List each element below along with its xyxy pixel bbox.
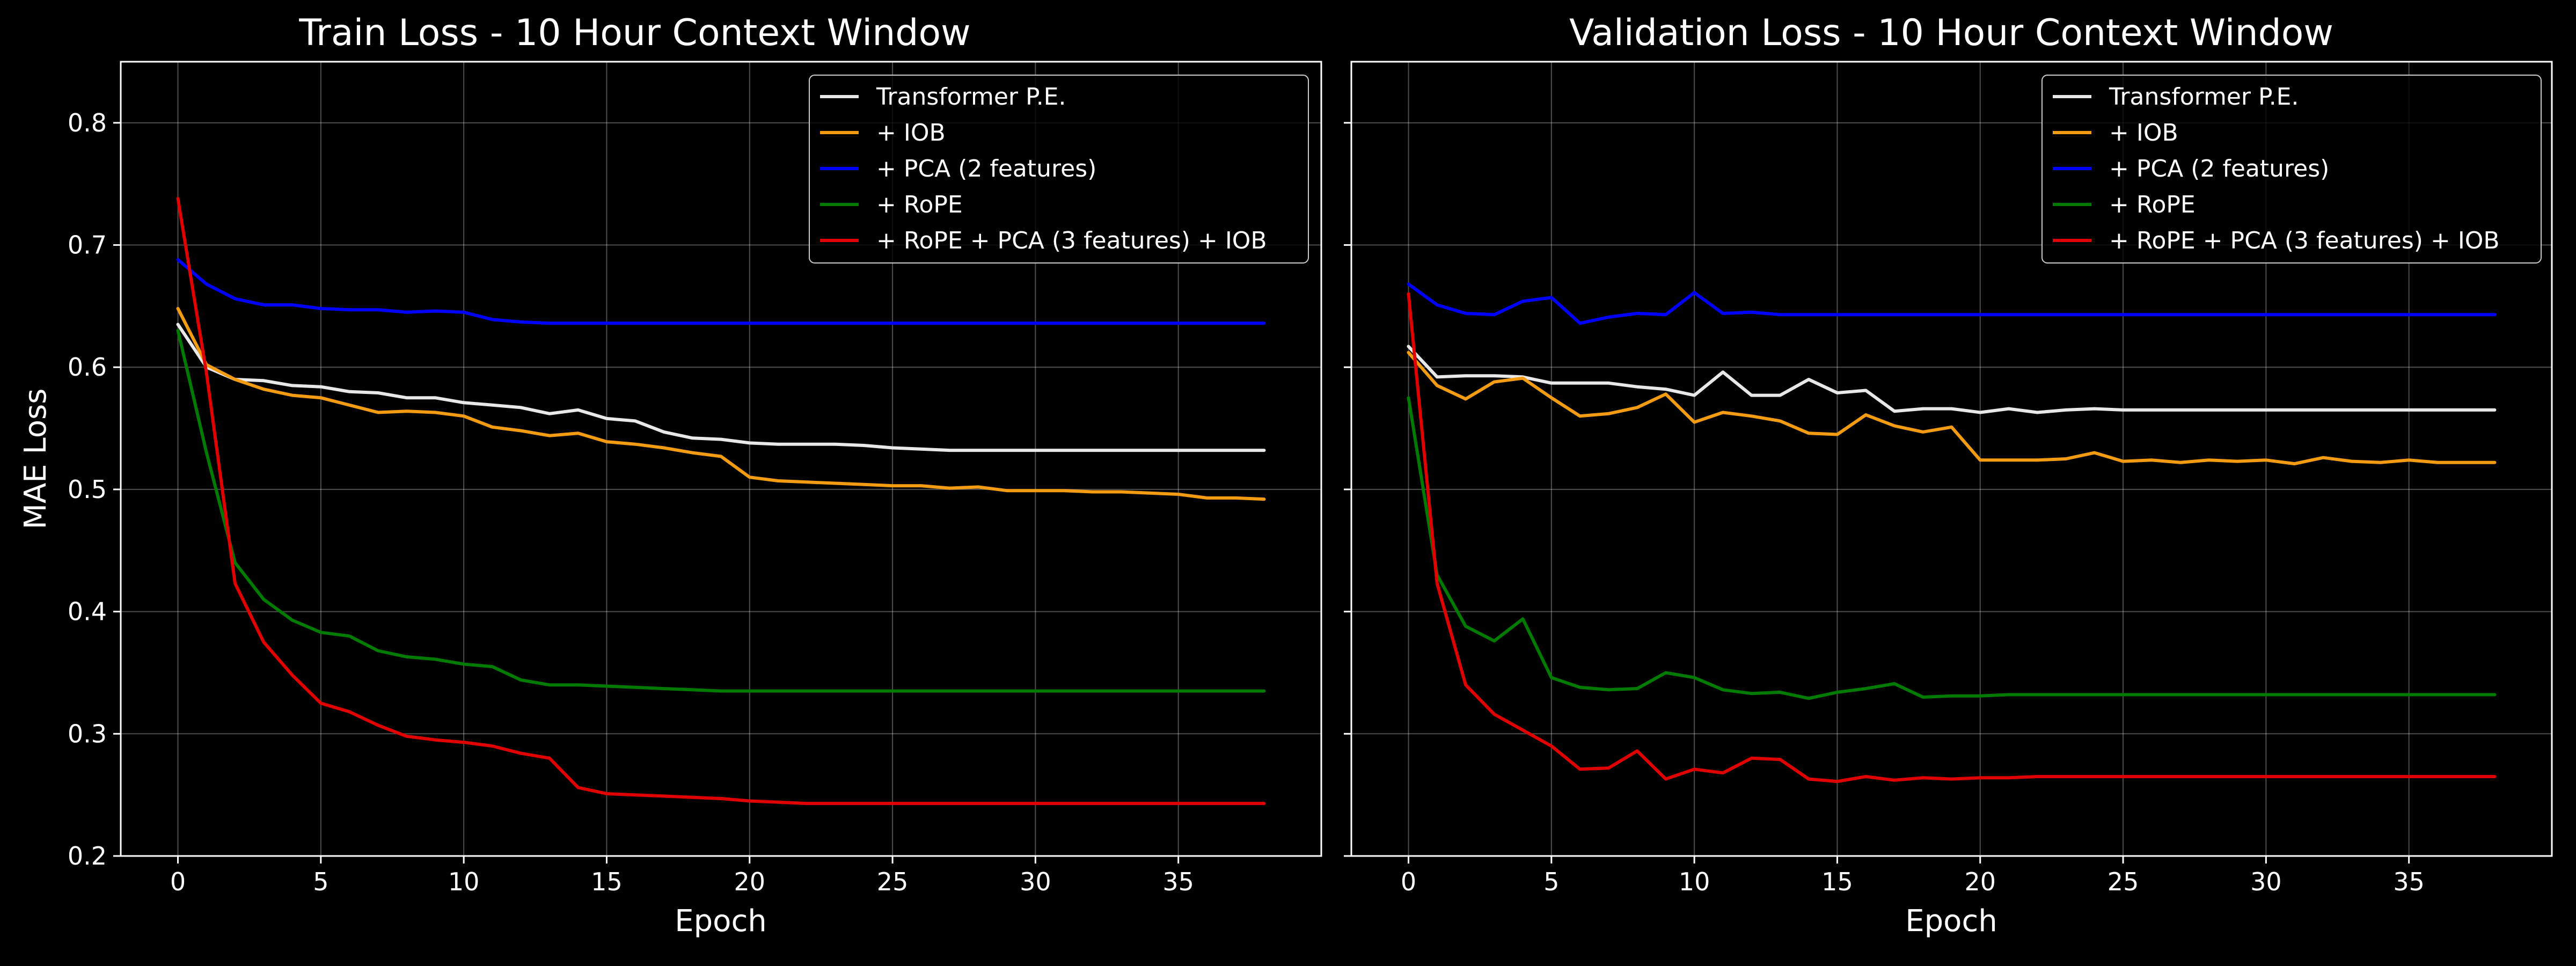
- x-tick-label: 35: [2393, 867, 2425, 896]
- x-tick-label: 20: [734, 867, 765, 896]
- legend: Transformer P.E. + IOB + PCA (2 features) +…: [809, 75, 1309, 264]
- x-tick-label: 5: [313, 867, 328, 896]
- legend-label: + RoPE + PCA (3 features) + IOB: [876, 227, 1267, 254]
- x-tick-label: 20: [1964, 867, 1996, 896]
- y-tick-label: 0.5: [68, 475, 107, 504]
- plot-frame: [1350, 61, 2553, 857]
- x-tick-label: 15: [1821, 867, 1853, 896]
- chart-title: Train Loss - 10 Hour Context Window: [298, 12, 970, 54]
- series-line: [1407, 396, 2497, 700]
- series-line: [1407, 292, 2497, 784]
- x-tick-label: 0: [1401, 867, 1416, 896]
- x-axis-label: Epoch: [1905, 904, 1997, 939]
- y-tick-label: 0.4: [68, 597, 107, 626]
- legend-label: + IOB: [876, 119, 946, 147]
- x-tick-label: 30: [1020, 867, 1051, 896]
- legend-label: Transformer P.E.: [876, 83, 1066, 111]
- x-tick-label: 25: [877, 867, 909, 896]
- y-tick-label: 0.6: [68, 353, 107, 382]
- x-tick-label: 25: [2107, 867, 2139, 896]
- y-axis-ticks: 0.2 0.3 0.4 0.5 0.6 0.7 0.8: [68, 108, 121, 870]
- x-axis-ticks: 0 5 10 15 20 25 30 35: [1401, 856, 2425, 896]
- validation-loss-panel: Validation Loss - 10 Hour Context Window…: [1344, 12, 2553, 939]
- x-tick-label: 10: [448, 867, 480, 896]
- series-line: [1407, 350, 2497, 466]
- legend-label: + PCA (2 features): [2109, 155, 2329, 182]
- x-tick-label: 10: [1679, 867, 1710, 896]
- y-tick-label: 0.3: [68, 719, 107, 748]
- legend-box: [809, 75, 1309, 264]
- series-line: [176, 328, 1266, 693]
- plot-frame: [120, 61, 1322, 857]
- x-tick-label: 30: [2250, 867, 2282, 896]
- legend-label: + RoPE: [2109, 191, 2196, 218]
- x-axis-ticks: 0 5 10 15 20 25 30 35: [170, 856, 1194, 896]
- x-tick-label: 5: [1543, 867, 1559, 896]
- series-line: [1407, 282, 2497, 325]
- series-line: [176, 258, 1266, 325]
- legend-label: Transformer P.E.: [2109, 83, 2299, 111]
- y-axis-ticks: [1344, 122, 1351, 857]
- y-tick-label: 0.8: [68, 108, 107, 137]
- series-line: [1407, 345, 2497, 414]
- y-axis-label: MAE Loss: [18, 389, 53, 530]
- legend-label: + RoPE + PCA (3 features) + IOB: [2109, 227, 2500, 254]
- legend-label: + IOB: [2109, 119, 2178, 147]
- series-line: [176, 197, 1266, 806]
- y-tick-label: 0.2: [68, 841, 107, 870]
- series-line: [176, 323, 1266, 452]
- train-loss-panel: Train Loss - 10 Hour Context Window 0.20…: [18, 12, 1322, 939]
- x-tick-label: 0: [170, 867, 186, 896]
- legend-label: + PCA (2 features): [876, 155, 1096, 182]
- x-tick-label: 35: [1162, 867, 1194, 896]
- series-line: [176, 306, 1266, 501]
- legend-box: [2041, 75, 2542, 264]
- legend-label: + RoPE: [876, 191, 963, 218]
- chart-title: Validation Loss - 10 Hour Context Window: [1569, 12, 2333, 54]
- x-tick-label: 15: [591, 867, 623, 896]
- y-tick-label: 0.7: [68, 231, 107, 260]
- legend: Transformer P.E. + IOB + PCA (2 features) +…: [2041, 75, 2542, 264]
- series-lines: [176, 197, 1266, 806]
- series-lines: [1407, 282, 2497, 784]
- x-axis-label: Epoch: [675, 904, 766, 939]
